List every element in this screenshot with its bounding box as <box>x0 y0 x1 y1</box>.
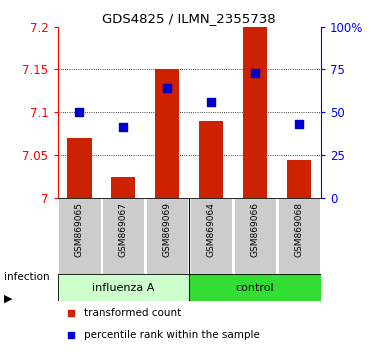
Point <box>252 70 258 76</box>
Text: influenza A: influenza A <box>92 283 155 293</box>
Text: control: control <box>236 283 275 293</box>
Bar <box>58 198 101 274</box>
Text: infection: infection <box>4 272 49 282</box>
Bar <box>234 198 276 274</box>
Point <box>208 99 214 105</box>
Point <box>76 109 82 114</box>
Point <box>296 121 302 126</box>
Text: transformed count: transformed count <box>84 308 181 318</box>
Bar <box>111 177 135 198</box>
Text: ▶: ▶ <box>4 293 12 303</box>
Bar <box>243 27 267 198</box>
Text: GSM869067: GSM869067 <box>119 202 128 257</box>
Bar <box>278 198 320 274</box>
Bar <box>68 138 92 198</box>
Bar <box>146 198 188 274</box>
Title: GDS4825 / ILMN_2355738: GDS4825 / ILMN_2355738 <box>102 12 276 25</box>
Text: GSM869068: GSM869068 <box>295 202 303 257</box>
Text: GSM869064: GSM869064 <box>207 202 216 257</box>
Bar <box>102 198 144 274</box>
Bar <box>190 198 232 274</box>
Text: GSM869069: GSM869069 <box>163 202 172 257</box>
Bar <box>287 160 311 198</box>
Text: GSM869066: GSM869066 <box>250 202 260 257</box>
Point <box>121 124 127 130</box>
Bar <box>199 121 223 198</box>
Bar <box>155 69 179 198</box>
Bar <box>58 274 189 301</box>
Bar <box>189 274 321 301</box>
Text: GSM869065: GSM869065 <box>75 202 84 257</box>
Text: percentile rank within the sample: percentile rank within the sample <box>84 331 260 341</box>
Point <box>164 86 170 91</box>
